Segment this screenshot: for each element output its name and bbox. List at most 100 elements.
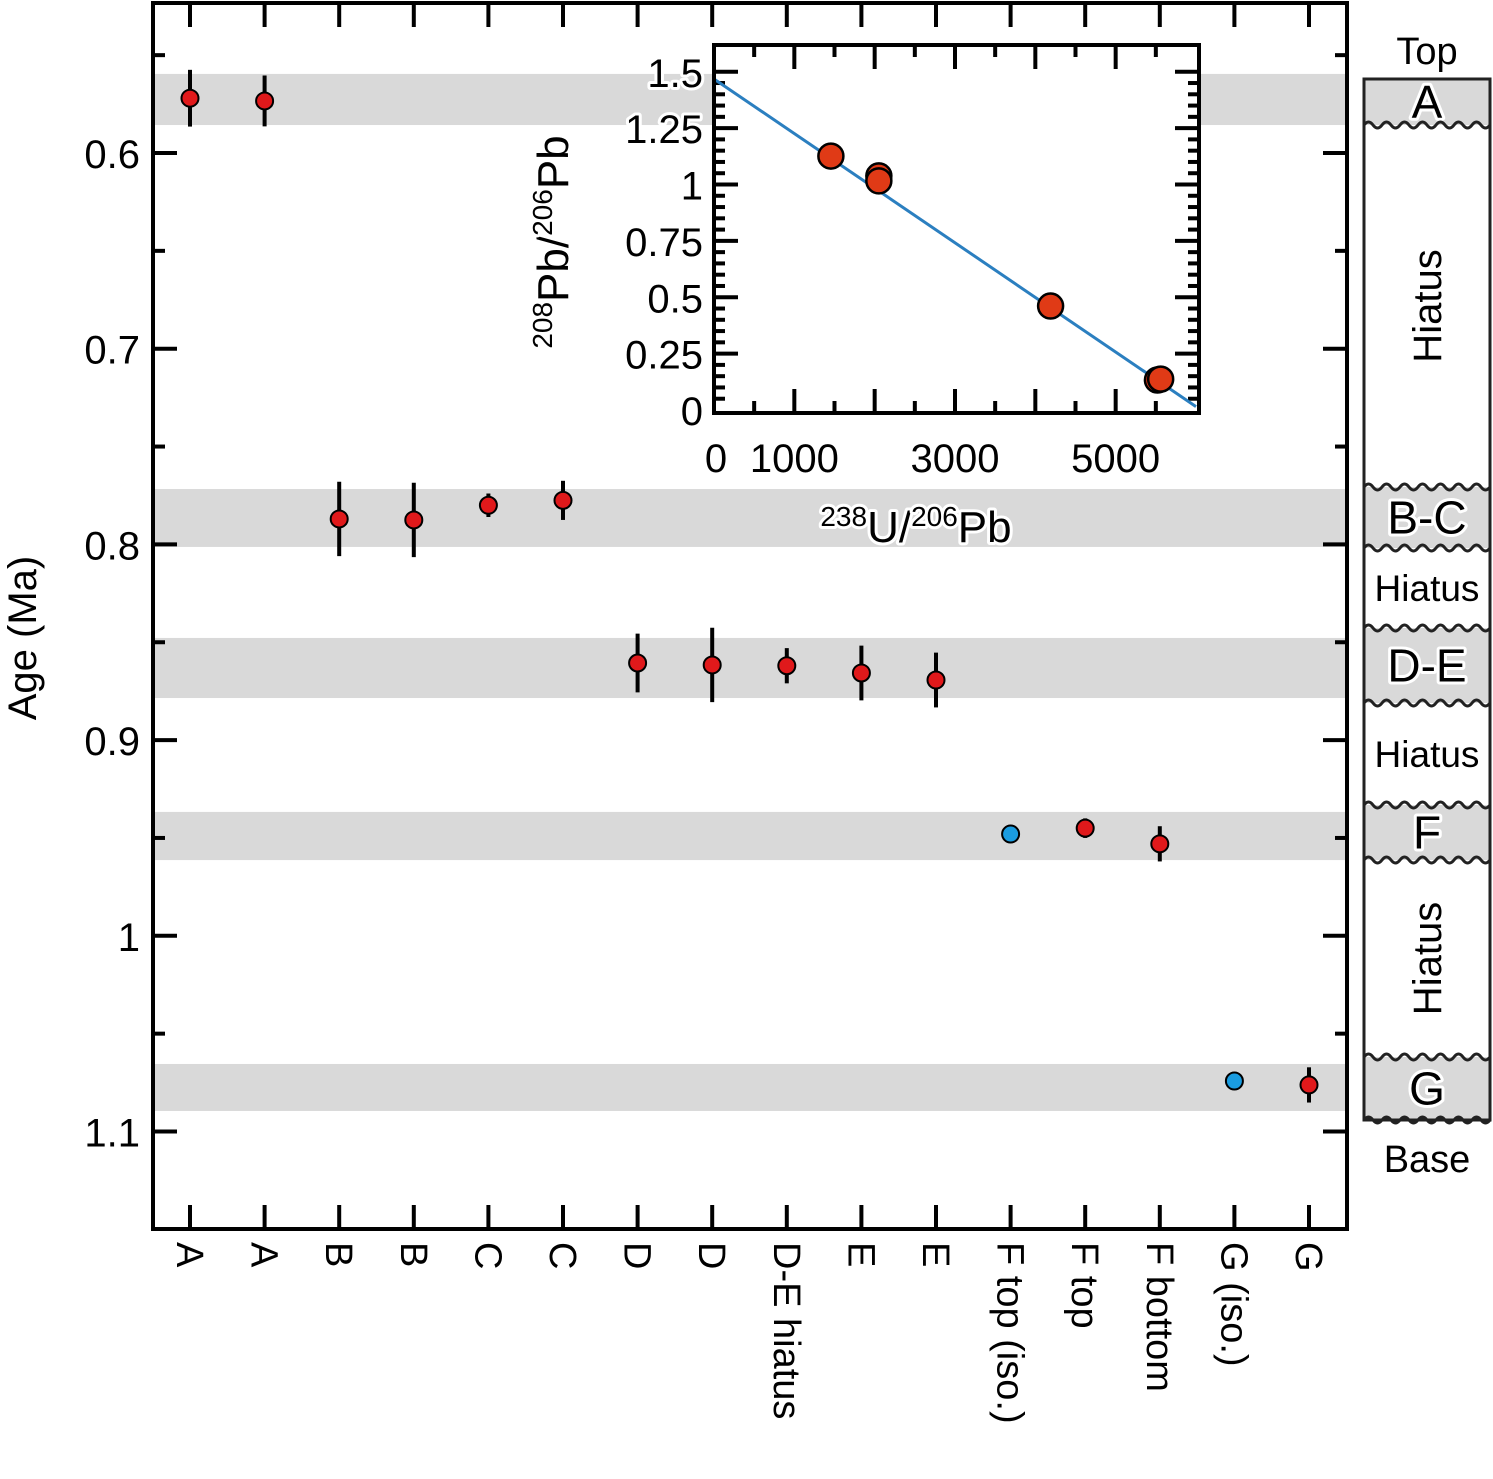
x-category-label: F top (iso.): [989, 1242, 1031, 1424]
inset-ticks: [714, 45, 1199, 413]
x-category-label: G: [1287, 1242, 1329, 1272]
unconformity-line: [1362, 698, 1492, 708]
age-marker: [777, 656, 797, 676]
inset-y-tick-label: 1.25: [625, 108, 703, 152]
x-category-label: D-E hiatus: [765, 1242, 807, 1419]
age-band-g: [153, 1063, 1347, 1111]
y-tick-label: 0.9: [84, 720, 140, 764]
segment-fill: [1364, 548, 1490, 628]
segment-label: A: [1412, 76, 1443, 128]
plot-frame: [151, 1, 1349, 1231]
data-point: [851, 645, 871, 701]
column-segments: A Hiatus B-C Hiatus D-E Hiatus F Hiatus G: [1362, 73, 1492, 1125]
data-point: [1150, 826, 1170, 862]
inset-x-tick-label: 3000: [911, 437, 1000, 481]
x-category-label: D: [690, 1242, 732, 1269]
data-point: [255, 75, 275, 127]
segment-fill: [1364, 79, 1490, 125]
inset-point: [1036, 292, 1065, 320]
inset-y-axis-label: 208Pb/206Pb: [527, 135, 578, 348]
inset-frame: [712, 43, 1201, 415]
inset-background: [714, 45, 1199, 413]
x-category-labels: A A B B C C D D D-E hiatus E E F top (iso.) F top F b…: [168, 1242, 1329, 1424]
age-marker: [478, 495, 498, 515]
unconformity-line: [1362, 1115, 1492, 1125]
inset-point: [865, 167, 893, 195]
age-marker: [1075, 818, 1095, 838]
inset-x-tick-label: 1000: [750, 437, 839, 481]
segment-label: B-C: [1387, 492, 1466, 544]
x-category-label: F bottom: [1138, 1242, 1180, 1392]
column-segment-hiatus: Hiatus: [1364, 548, 1490, 628]
age-band-d-e: [153, 637, 1347, 699]
age-marker: [702, 655, 722, 675]
x-category-label: B: [317, 1242, 359, 1267]
age-marker: [329, 509, 349, 529]
x-category-label: B: [392, 1242, 434, 1267]
column-segment-f: F: [1364, 804, 1490, 862]
age-marker: [255, 91, 275, 111]
x-category-label: D: [616, 1242, 658, 1269]
main-axes: [151, 1, 1349, 1231]
inset-xlabel-sup1: 238: [820, 501, 867, 532]
age-marker: [851, 663, 871, 683]
unconformity-line: [1362, 800, 1492, 810]
inset-y-tick-label: 0.25: [625, 334, 703, 378]
column-segment-g: G: [1364, 1057, 1490, 1120]
inset-y-tick-label: 0.5: [647, 277, 703, 321]
segment-fill: [1364, 628, 1490, 703]
data-point: [1001, 824, 1021, 844]
inset-point: [817, 142, 845, 170]
segment-label: Hiatus: [1406, 902, 1450, 1015]
segment-label: Hiatus: [1375, 734, 1480, 775]
y-tick-label: 0.6: [84, 133, 140, 177]
unconformity-line: [1362, 855, 1492, 865]
x-category-label: C: [541, 1242, 583, 1269]
inset-y-tick-label: 1.5: [647, 52, 703, 96]
age-marker: [1150, 834, 1170, 854]
isochron-age-marker: [1001, 824, 1021, 844]
data-point: [1224, 1071, 1244, 1091]
inset-y-tick-label: 0: [681, 390, 703, 434]
inset-points: [817, 142, 1175, 394]
segment-fill: [1364, 487, 1490, 548]
age-marker: [926, 670, 946, 690]
inset-x-axis-label: 238U/206Pb: [820, 501, 1011, 552]
y-tick-label: 1: [118, 916, 140, 960]
y-tick-label: 0.8: [84, 524, 140, 568]
age-marker: [553, 490, 573, 510]
x-category-label: E: [914, 1242, 956, 1267]
segment-fill: [1364, 1057, 1490, 1120]
unconformity-line: [1362, 543, 1492, 553]
data-point: [329, 481, 349, 557]
data-points: [180, 69, 1319, 1103]
x-category-label: E: [839, 1242, 881, 1267]
inset-ylabel-base2: Pb: [529, 135, 578, 189]
segment-label: Hiatus: [1375, 568, 1480, 609]
x-category-label: F top: [1063, 1242, 1105, 1329]
data-point: [628, 633, 648, 693]
x-category-label: A: [243, 1242, 285, 1268]
unconformity-line: [1362, 1052, 1492, 1062]
data-point: [404, 482, 424, 558]
inset-y-tick-label: 0.75: [625, 221, 703, 265]
data-point: [1299, 1067, 1319, 1103]
unconformity-line: [1362, 482, 1492, 492]
segment-label: D-E: [1387, 640, 1466, 692]
segment-label: Hiatus: [1406, 249, 1450, 362]
age-band-b-c: [153, 489, 1347, 547]
data-point: [180, 69, 200, 127]
inset-point: [1146, 365, 1175, 393]
column-base-label: Base: [1384, 1139, 1471, 1181]
column-segment-a: A: [1364, 73, 1490, 131]
inset-x-tick-labels: 0 1000 3000 5000: [702, 434, 1163, 484]
segment-label: F: [1413, 807, 1441, 859]
isochron-fit-line: [713, 77, 1197, 408]
column-segment-d-e: D-E: [1364, 628, 1490, 703]
inset-x-tick-label: 5000: [1071, 437, 1160, 481]
inset-ylabel-sup1: 208: [527, 302, 558, 349]
age-marker: [628, 653, 648, 673]
x-category-label: A: [168, 1242, 210, 1268]
stratigraphic-column: Top A Hiatus B-C Hiatus D-E Hiatus F Hiatus G Ba…: [1362, 31, 1492, 1181]
